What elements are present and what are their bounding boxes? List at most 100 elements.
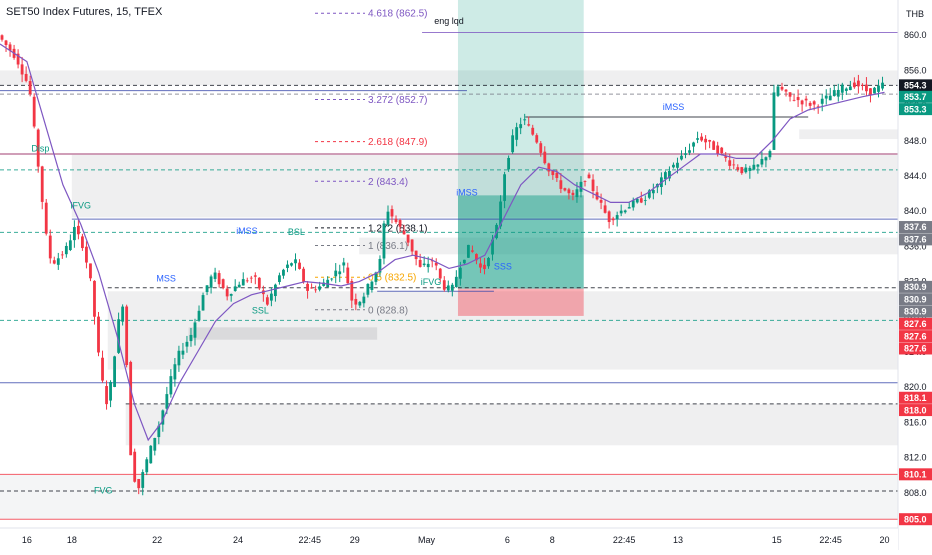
time-axis[interactable]: 16 18 22 24 22:45 29 May 6 8 22:45 13 15 22:45 20 xyxy=(0,527,898,550)
zone-0 xyxy=(0,70,898,86)
candle-body-28 xyxy=(113,356,116,387)
candle-body-189 xyxy=(760,158,764,165)
candle-body-67 xyxy=(269,293,273,301)
candle-body-184 xyxy=(740,167,744,174)
candle-body-208 xyxy=(836,89,840,97)
candle-body-26 xyxy=(105,386,108,405)
candle-body-173 xyxy=(696,138,699,140)
annotation-3: iFVG xyxy=(71,201,92,211)
fib-label-0: 4.618 (862.5) xyxy=(368,9,428,20)
candle-body-149 xyxy=(599,199,603,203)
price-badge-label-4: 837.6 xyxy=(904,235,927,245)
candle-body-134 xyxy=(539,143,543,153)
price-badge-14 xyxy=(899,513,932,526)
candle-body-206 xyxy=(828,95,832,101)
candle-body-154 xyxy=(619,210,623,214)
candle-body-17 xyxy=(68,240,72,251)
candle-body-0 xyxy=(0,35,4,40)
candle-body-195 xyxy=(784,89,788,92)
candle-body-84 xyxy=(338,271,342,275)
candle-body-61 xyxy=(245,280,249,282)
candle-body-20 xyxy=(81,236,84,249)
candle-body-188 xyxy=(756,164,760,167)
candle-body-14 xyxy=(56,258,60,265)
fib-label-6: 0.5 (832.5) xyxy=(368,273,416,284)
candle-body-121 xyxy=(487,257,490,267)
candle-body-72 xyxy=(290,263,293,266)
annotation-10: SSL xyxy=(252,305,269,315)
candle-body-174 xyxy=(700,136,704,141)
price-badge-label-11: 818.1 xyxy=(904,393,927,403)
candle-body-192 xyxy=(772,92,776,150)
candle-body-95 xyxy=(382,223,386,259)
y-tick-label-8: 840.0 xyxy=(904,206,927,216)
chart-title: SET50 Index Futures, 15, TFEX xyxy=(6,6,163,18)
price-axis[interactable]: THB808.0812.0816.0820.0824.0828.0832.083… xyxy=(897,0,932,550)
candle-body-46 xyxy=(185,341,189,347)
candle-body-207 xyxy=(832,90,836,97)
zone-10 xyxy=(457,288,584,316)
annotation-9: SSS xyxy=(494,261,512,271)
price-badge-label-2: 853.3 xyxy=(904,104,927,114)
candle-body-115 xyxy=(462,259,466,264)
candle-body-57 xyxy=(229,294,233,296)
candle-body-142 xyxy=(571,192,575,196)
candle-body-146 xyxy=(587,174,591,179)
candle-body-39 xyxy=(157,425,161,438)
candle-body-91 xyxy=(366,283,370,295)
y-tick-label-9: 844.0 xyxy=(904,171,927,181)
annotations: eng lqd iMSS Disp iFVG iMSS iMSS BSL MSS iFVG SSS… xyxy=(31,16,684,496)
candle-body-19 xyxy=(76,225,80,235)
candle-body-9 xyxy=(36,129,40,167)
candle-body-157 xyxy=(631,200,635,208)
candle-body-92 xyxy=(370,281,374,290)
zone-8 xyxy=(457,0,584,289)
candle-body-22 xyxy=(89,263,92,279)
zone-4 xyxy=(107,291,898,370)
price-badge-11 xyxy=(899,391,932,404)
candle-body-77 xyxy=(310,287,314,289)
candle-body-120 xyxy=(483,264,486,270)
x-tick-label-12: 22:45 xyxy=(819,535,842,545)
zone-5 xyxy=(188,327,378,340)
zone-2 xyxy=(799,129,898,140)
candle-body-42 xyxy=(169,376,173,395)
candle-body-54 xyxy=(217,273,221,285)
fib-label-3: 2 (843.4) xyxy=(368,177,408,188)
candle-body-153 xyxy=(615,215,619,220)
y-tick-label-7: 836.0 xyxy=(904,241,927,251)
candle-body-136 xyxy=(547,163,551,172)
price-badge-label-13: 810.1 xyxy=(904,470,927,480)
zones-layer xyxy=(0,0,899,520)
candle-body-6 xyxy=(24,73,28,81)
candle-body-69 xyxy=(278,275,281,283)
candle-body-210 xyxy=(844,88,848,91)
candle-body-62 xyxy=(249,277,253,279)
price-badge-12 xyxy=(899,404,932,417)
x-tick-label-13: 20 xyxy=(880,535,890,545)
candle-body-109 xyxy=(438,268,442,279)
candle-body-87 xyxy=(350,280,354,301)
candle-body-201 xyxy=(808,102,812,106)
candle-body-178 xyxy=(716,145,720,155)
x-tick-label-9: 22:45 xyxy=(613,535,636,545)
candle-body-160 xyxy=(643,199,647,201)
candle-body-167 xyxy=(672,164,675,168)
candle-body-139 xyxy=(559,180,563,189)
candle-body-199 xyxy=(800,100,804,105)
candle-body-59 xyxy=(237,284,241,288)
candle-body-45 xyxy=(181,350,185,355)
candle-body-49 xyxy=(197,310,201,321)
candle-body-132 xyxy=(531,127,535,135)
candle-body-140 xyxy=(563,188,567,191)
candle-body-1 xyxy=(4,40,8,46)
candle-body-55 xyxy=(221,279,225,289)
fib-label-5: 1 (836.1) xyxy=(368,241,408,252)
fib-label-2: 2.618 (847.9) xyxy=(368,137,428,148)
candle-body-219 xyxy=(881,82,884,89)
annotation-4: iMSS xyxy=(456,187,478,197)
x-tick-label-1: 18 xyxy=(67,535,77,545)
candle-body-183 xyxy=(736,167,740,170)
candle-body-172 xyxy=(692,142,695,147)
